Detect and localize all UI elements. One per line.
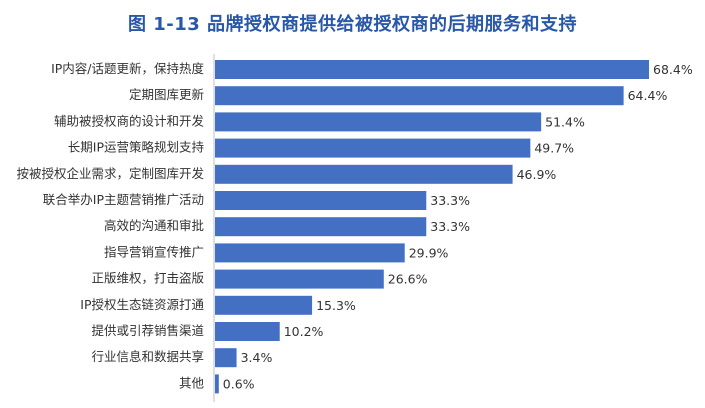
category-label: 长期IP运营策略规划支持 [68,140,204,155]
bar [215,86,624,106]
category-label: 正版维权，打击盗版 [91,271,204,286]
chart-title: 图 1-13 品牌授权商提供给被授权商的后期服务和支持 [127,14,578,35]
bar [215,322,280,341]
category-label: 高效的沟通和审批 [104,218,204,233]
category-label: 提供或引荐销售渠道 [91,323,204,338]
data-label: 10.2% [284,324,324,339]
bar [215,374,219,394]
data-label: 0.6% [223,376,255,391]
data-label: 49.7% [534,141,574,156]
category-label: 指导营销宣传推广 [104,244,204,259]
category-label: IP内容/话题更新，保持热度 [51,61,204,76]
bar [215,191,427,210]
category-label: 按被授权企业需求，定制图库开发 [16,166,204,181]
bar [215,269,384,289]
bar [215,112,542,132]
bar [215,164,513,184]
category-label: 辅助被授权商的设计和开发 [54,113,205,128]
category-label: IP授权生态链资源打通 [80,297,204,312]
data-label: 26.6% [388,272,428,287]
data-label: 33.3% [430,193,470,208]
data-label: 64.4% [628,88,668,103]
category-label: 定期图库更新 [129,87,204,102]
bar [215,243,405,263]
data-label: 15.3% [316,298,356,313]
data-label: 3.4% [241,350,273,365]
category-label: 其他 [179,375,205,390]
bar [215,348,237,368]
bar [215,138,531,158]
bar [215,217,427,237]
data-label: 46.9% [517,167,557,182]
data-label: 51.4% [545,114,585,129]
bar [215,295,313,315]
bar [215,60,649,79]
data-label: 33.3% [430,219,470,234]
data-label: 68.4% [653,62,693,77]
category-label: 联合举办IP主题营销推广活动 [43,192,204,207]
category-label: 行业信息和数据共享 [91,349,204,364]
data-label: 29.9% [409,245,449,260]
